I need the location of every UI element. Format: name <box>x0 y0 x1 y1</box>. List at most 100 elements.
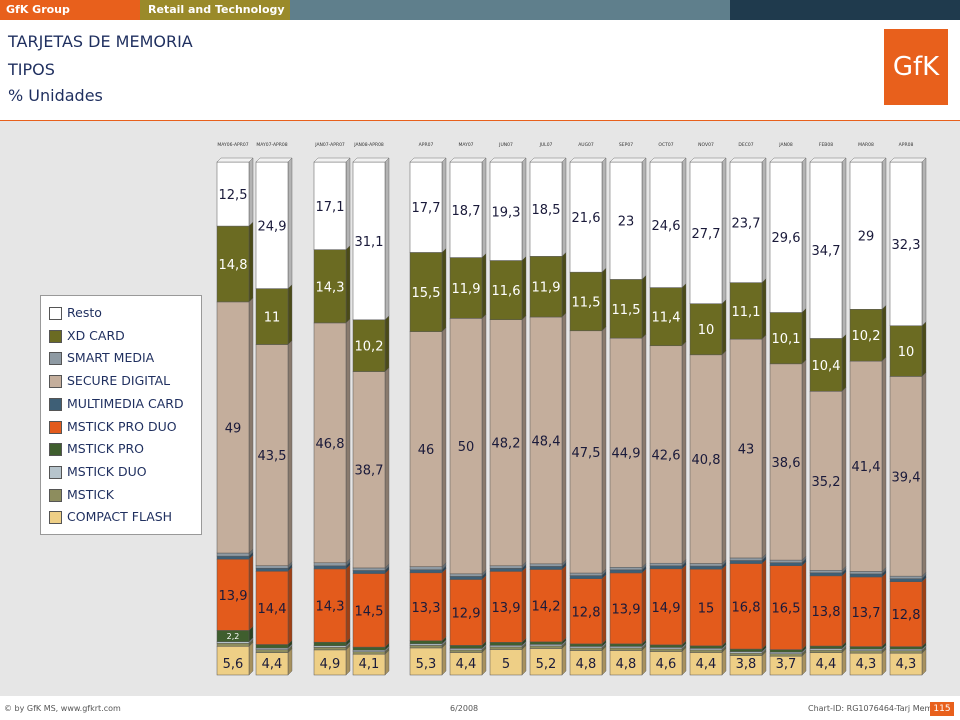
bar-side-mstick-pro-duo-sep07 <box>641 568 647 645</box>
gfk-logo: GfK <box>884 29 948 105</box>
bar-side-compact-flash-apr07 <box>441 643 447 676</box>
bar-top-jul07 <box>529 157 567 163</box>
bar-side-compact-flash-may07 <box>481 648 487 676</box>
bar-segment-mstick-pro-sep07 <box>609 643 643 647</box>
copyright-text: © by GfK MS, www.gfkrt.com <box>4 704 121 713</box>
bar-side-xd-card-jun07 <box>521 256 527 321</box>
legend-label-secure-digital: SECURE DIGITAL <box>67 373 171 389</box>
data-label-resto-dec07: 23,7 <box>732 216 761 231</box>
bar-segment-smart-media-may07-apr08 <box>255 565 289 569</box>
data-label-compact-flash-may07: 4,4 <box>456 657 477 672</box>
data-label-xd-card-may06-apr07: 14,8 <box>219 258 248 273</box>
bar-segment-secure-digital-aug07 <box>569 330 603 574</box>
bar-segment-mstick-pro-jan08-apr08 <box>352 646 386 651</box>
bar-segment-compact-flash-aug07 <box>569 650 603 676</box>
bar-segment-secure-digital-jan08-apr08 <box>352 371 386 569</box>
bar-segment-resto-may07 <box>449 161 483 258</box>
category-label-jul07: JUL07 <box>539 142 553 148</box>
bar-segment-mstick-pro-duo-sep07 <box>609 572 643 645</box>
data-label-xd-card-jan08: 10,1 <box>772 332 801 347</box>
legend-swatch-mstick-duo <box>49 465 62 479</box>
legend-label-multimedia-card: MULTIMEDIA CARD <box>67 395 184 411</box>
data-label-compact-flash-may07-apr08: 4,4 <box>262 657 283 672</box>
bar-segment-mstick-feb08 <box>809 649 843 653</box>
bar-side-xd-card-mar08 <box>881 304 887 362</box>
bar-side-resto-jul07 <box>561 157 567 257</box>
data-label-secure-digital-nov07: 40,8 <box>692 453 721 468</box>
bar-side-xd-card-nov07 <box>721 299 727 356</box>
data-label-resto-nov07: 27,7 <box>692 227 721 242</box>
bar-segment-mstick-aug07 <box>569 647 603 651</box>
data-label-mstick-pro-duo-sep07: 13,9 <box>612 602 641 617</box>
bar-segment-smart-media-mar08 <box>849 571 883 575</box>
bar-side-mstick-pro-duo-jul07 <box>561 564 567 643</box>
bar-segment-xd-card-oct07 <box>649 287 683 347</box>
data-label-secure-digital-aug07: 47,5 <box>572 446 601 461</box>
legend-swatch-resto <box>49 307 62 320</box>
bar-segment-compact-flash-jun07 <box>489 649 523 676</box>
bar-side-resto-may07-apr08 <box>287 157 293 290</box>
bar-segment-mstick-pro-oct07 <box>649 644 683 648</box>
category-label-aug07: AUG07 <box>578 142 594 148</box>
bar-segment-xd-card-jan08 <box>769 312 803 365</box>
data-label-compact-flash-sep07: 4,8 <box>616 657 637 672</box>
data-label-xd-card-feb08: 10,4 <box>812 359 841 374</box>
bar-segment-mstick-dec07 <box>729 652 763 656</box>
bar-side-mstick-pro-duo-may07-apr08 <box>287 566 293 645</box>
bar-side-xd-card-feb08 <box>841 333 847 392</box>
data-label-compact-flash-mar08: 4,3 <box>856 657 877 672</box>
bar-segment-mstick-pro-duo-apr08 <box>889 581 923 647</box>
bar-segment-multimedia-card-mar08 <box>849 573 883 578</box>
bar-side-compact-flash-aug07 <box>601 646 607 676</box>
bar-segment-mstick-may07 <box>449 649 483 653</box>
bar-side-secure-digital-may06-apr07 <box>248 297 254 554</box>
bar-segment-resto-mar08 <box>849 161 883 310</box>
data-label-resto-oct07: 24,6 <box>652 219 681 234</box>
data-label-resto-feb08: 34,7 <box>812 244 841 259</box>
bar-side-compact-flash-may06-apr07 <box>248 641 254 676</box>
data-label-resto-may07: 18,7 <box>452 204 481 219</box>
legend-label-mstick-pro-duo: MSTICK PRO DUO <box>67 418 177 434</box>
data-label-mstick-pro-may06-apr07: 2,2 <box>227 632 240 641</box>
bar-segment-resto-oct07 <box>649 161 683 288</box>
bar-side-secure-digital-may07-apr08 <box>287 340 293 567</box>
bar-segment-mstick-pro-mar08 <box>849 646 883 650</box>
data-label-resto-apr08: 32,3 <box>892 238 921 253</box>
bar-segment-smart-media-apr07 <box>409 566 443 570</box>
bar-segment-mstick-pro-duo-jan08 <box>769 565 803 650</box>
bar-side-resto-apr07 <box>441 157 447 253</box>
bar-side-secure-digital-sep07 <box>641 333 647 568</box>
bar-side-xd-card-apr08 <box>921 321 927 377</box>
data-label-resto-aug07: 21,6 <box>572 211 601 226</box>
bar-segment-multimedia-card-may06-apr07 <box>216 555 250 560</box>
data-label-xd-card-nov07: 10 <box>698 323 715 338</box>
legend-swatch-mstick-pro-duo <box>49 420 62 434</box>
bar-side-secure-digital-jun07 <box>521 315 527 567</box>
bar-side-resto-oct07 <box>681 157 687 289</box>
bar-side-mstick-pro-duo-feb08 <box>841 571 847 647</box>
bar-segment-xd-card-jun07 <box>489 260 523 320</box>
data-label-secure-digital-jan07-apr07: 46,8 <box>316 437 345 452</box>
bar-segment-compact-flash-sep07 <box>609 650 643 676</box>
bar-segment-mstick-pro-jun07 <box>489 642 523 646</box>
bar-segment-resto-jul07 <box>529 161 563 257</box>
data-label-mstick-pro-duo-jan07-apr07: 14,3 <box>316 600 345 615</box>
bar-segment-mstick-pro-apr08 <box>889 646 923 650</box>
bar-segment-mstick-pro-duo-jan08-apr08 <box>352 573 386 648</box>
data-label-xd-card-apr07: 15,5 <box>412 286 441 301</box>
bar-side-resto-may06-apr07 <box>248 157 254 227</box>
bar-side-mstick-pro-duo-jan07-apr07 <box>345 564 351 643</box>
data-label-secure-digital-oct07: 42,6 <box>652 448 681 463</box>
bar-segment-resto-apr07 <box>409 161 443 253</box>
bar-segment-xd-card-jan07-apr07 <box>313 249 347 324</box>
bar-segment-multimedia-card-may07 <box>449 576 483 580</box>
bar-segment-xd-card-aug07 <box>569 271 603 332</box>
bar-side-resto-apr08 <box>921 157 927 327</box>
bar-side-mstick-pro-duo-jan08 <box>801 561 807 651</box>
bar-side-compact-flash-feb08 <box>841 648 847 676</box>
bar-segment-mstick-pro-duo-mar08 <box>849 576 883 647</box>
bar-side-compact-flash-jan08-apr08 <box>384 649 390 676</box>
data-label-xd-card-may07-apr08: 11 <box>264 311 281 326</box>
bar-segment-smart-media-nov07 <box>689 563 723 567</box>
data-label-secure-digital-apr08: 39,4 <box>892 470 921 485</box>
